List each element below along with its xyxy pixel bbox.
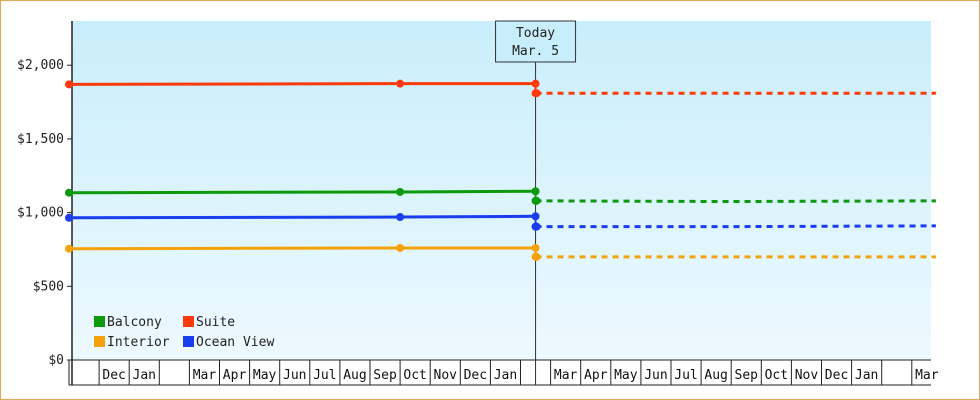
data-point [531,79,540,88]
y-tick-label: $2,000 [17,58,64,73]
data-point [396,79,405,88]
x-tick-label: Oct [403,368,426,383]
legend-label: Balcony [107,315,162,330]
x-tick-label: May [253,368,277,383]
x-tick-label: Jan [494,368,517,383]
y-tick-label: $1,500 [17,132,64,147]
x-tick-label: Jul [313,368,336,383]
legend-label: Interior [107,335,170,350]
today-callout-date: Mar. 5 [512,44,559,59]
x-tick-label: Oct [765,368,788,383]
x-tick-label: Nov [434,368,458,383]
data-point [532,196,541,205]
x-tick-label: Sep [735,368,759,383]
legend-swatch [183,316,194,327]
y-tick-label: $0 [48,353,64,368]
x-tick-label: Jun [283,368,306,383]
x-tick-label: Dec [825,368,848,383]
x-tick-label: Mar [915,368,939,383]
series-line-balcony [68,189,536,195]
x-tick-label: Mar [554,368,578,383]
series-forecast-line [535,199,936,204]
data-point [532,89,541,98]
legend-label: Ocean View [196,335,274,350]
data-point [531,187,540,196]
data-point [396,213,405,222]
y-tick-label: $1,000 [17,206,64,221]
x-tick-label: Aug [704,368,727,383]
x-tick-label: Jul [674,368,697,383]
data-point [65,244,73,253]
legend-swatch [183,336,194,347]
x-tick-label: Mar [193,368,217,383]
x-tick-label: Jan [855,368,878,383]
data-point [396,187,405,196]
x-tick-label: Dec [464,368,487,383]
x-tick-label: May [614,368,638,383]
legend-label: Suite [196,315,235,330]
data-point [532,252,541,261]
data-point [531,243,540,252]
data-point [532,222,541,231]
x-tick-label: Nov [795,368,819,383]
today-callout-label: Today [516,26,555,41]
data-point [65,188,73,197]
data-point [396,243,405,252]
data-point [65,213,73,222]
x-tick-label: Jun [644,368,667,383]
series-forecast-line [535,224,936,229]
data-point [65,80,73,89]
x-tick-label: Apr [584,368,608,383]
x-tick-label: Aug [343,368,366,383]
x-tick-label: Apr [223,368,247,383]
legend-swatch [94,316,105,327]
series-line-ocean-view [68,214,536,220]
series-line-suite [68,82,536,86]
series-line-interior [68,246,536,251]
y-tick-label: $500 [33,279,64,294]
x-tick-label: Sep [373,368,397,383]
legend-swatch [94,336,105,347]
data-point [531,212,540,221]
x-tick-label: Jan [133,368,156,383]
today-callout [495,20,577,63]
x-tick-label: Dec [102,368,125,383]
